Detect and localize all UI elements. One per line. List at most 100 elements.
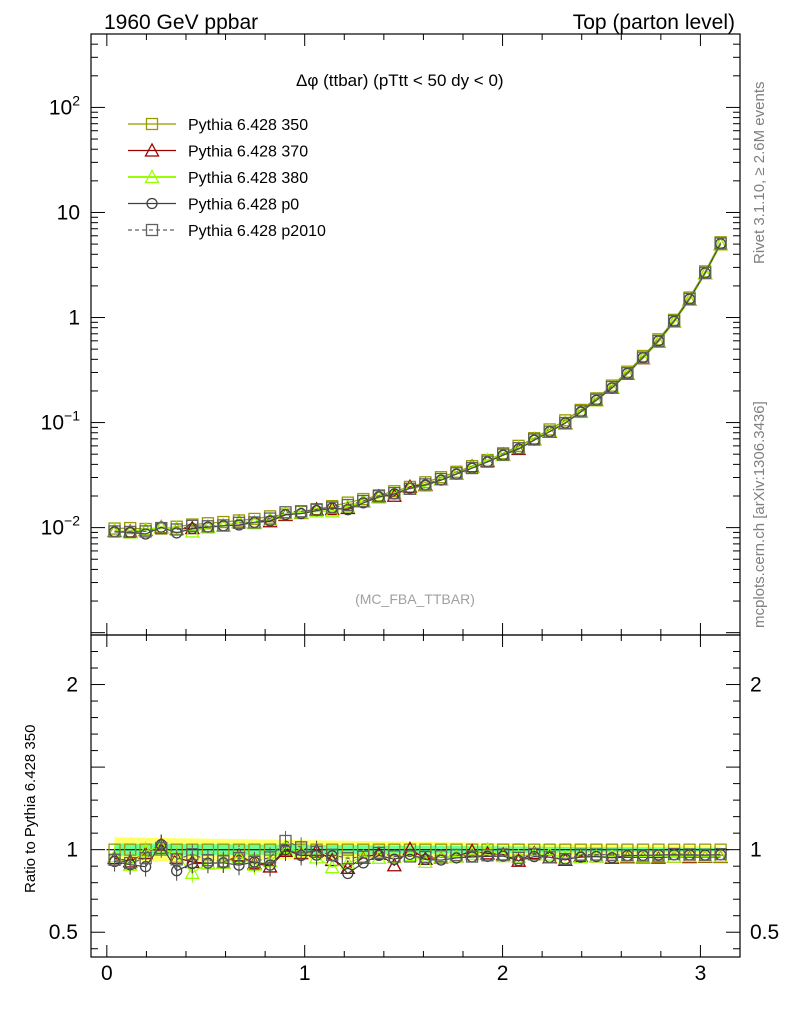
- ratio-point-pythia-6-428-p2010: [403, 850, 417, 863]
- legend-label-pythia-6-428-370: Pythia 6.428 370: [188, 144, 308, 161]
- x-tick-label: 1: [299, 962, 311, 985]
- point-pythia-6-428-p2010: [155, 521, 168, 535]
- axes-group: 0 1 2 3 102 10 1 10−1 10−2 2 2 1 1 0.5 0.5: [41, 33, 779, 985]
- ratio-y-tick-label-right: 2: [750, 674, 762, 697]
- point-pythia-6-428-p2010: [621, 367, 634, 380]
- series-line-pythia-6-428-380: [114, 243, 722, 534]
- point-pythia-6-428-p2010: [201, 520, 215, 533]
- point-pythia-6-428-370: [402, 478, 418, 493]
- x-tick-label: 3: [695, 962, 707, 985]
- plot-title: Δφ (ttbar) (pTtt < 50 dy < 0): [296, 71, 504, 90]
- ratio-series-group: [106, 830, 729, 883]
- ratio-point-pythia-6-428-p2010: [667, 847, 681, 861]
- point-pythia-6-428-p2010: [605, 380, 619, 394]
- ratio-point-pythia-6-428-370: [557, 852, 573, 867]
- series-line-pythia-6-428-350: [114, 242, 722, 530]
- main-series-group: [106, 236, 729, 540]
- point-pythia-6-428-p2010: [310, 503, 323, 516]
- legend-label-pythia-6-428-350: Pythia 6.428 350: [188, 117, 308, 134]
- ratio-point-pythia-6-428-p2010: [279, 834, 292, 848]
- ratio-point-pythia-6-428-p2010: [699, 848, 712, 861]
- ratio-point-pythia-6-428-p2010: [621, 848, 634, 862]
- ratio-point-pythia-6-428-p2010: [481, 849, 494, 862]
- ratio-point-pythia-6-428-p2010: [155, 841, 168, 855]
- legend: Pythia 6.428 350 Pythia 6.428 370 Pythia 6…: [128, 117, 326, 240]
- x-tick-label: 2: [497, 962, 509, 985]
- ratio-point-pythia-6-428-p2010: [341, 852, 354, 865]
- legend-label-pythia-6-428-p2010: Pythia 6.428 p2010: [188, 223, 326, 240]
- ratio-point-pythia-6-428-350: [559, 843, 572, 856]
- ratio-point-pythia-6-428-370: [386, 857, 402, 872]
- ratio-point-pythia-6-428-380: [650, 848, 667, 863]
- point-pythia-6-428-p2010: [403, 482, 417, 495]
- point-pythia-6-428-p2010: [543, 425, 556, 438]
- point-pythia-6-428-p2010: [683, 292, 696, 306]
- point-pythia-6-428-p2010: [652, 334, 665, 348]
- ratio-point-pythia-6-428-p2010: [683, 848, 696, 861]
- ratio-y-tick-label: 0.5: [49, 921, 78, 944]
- ratio-y-axis-label: Ratio to Pythia 6.428 350: [22, 725, 39, 893]
- ratio-point-pythia-6-428-p2010: [108, 853, 121, 866]
- ratio-point-pythia-6-428-p2010: [372, 846, 386, 860]
- ratio-point-pythia-6-428-p2010: [201, 854, 215, 867]
- point-pythia-6-428-p2010: [434, 472, 448, 486]
- point-pythia-6-428-p2010: [186, 519, 199, 532]
- ratio-point-pythia-6-428-p2010: [465, 850, 479, 863]
- point-pythia-6-428-380: [666, 313, 682, 328]
- ratio-point-pythia-6-428-p2010: [217, 855, 230, 868]
- ratio-point-pythia-6-428-p2010: [559, 852, 572, 866]
- point-pythia-6-428-p2010: [341, 498, 354, 512]
- legend-marker-pythia-6-428-380: [144, 169, 160, 184]
- ratio-point-pythia-6-428-p0: [342, 867, 354, 880]
- point-pythia-6-428-p2010: [450, 467, 463, 480]
- ratio-panel-frame: [90, 634, 741, 958]
- ratio-y-tick-label-right: 0.5: [750, 921, 779, 944]
- series-line-pythia-6-428-p0: [114, 243, 722, 535]
- ratio-point-pythia-6-428-p2010: [714, 847, 727, 861]
- point-pythia-6-428-p2010: [636, 351, 650, 364]
- ratio-point-pythia-6-428-380: [402, 847, 418, 862]
- legend-marker-pythia-6-428-350: [145, 117, 159, 131]
- point-pythia-6-428-p2010: [559, 416, 572, 430]
- series-line-pythia-6-428-370: [114, 244, 722, 533]
- ratio-point-pythia-6-428-380: [510, 848, 527, 863]
- point-pythia-6-428-p2010: [326, 501, 339, 514]
- ratio-point-pythia-6-428-380: [713, 848, 729, 863]
- point-pythia-6-428-380: [106, 522, 123, 537]
- point-pythia-6-428-380: [371, 489, 387, 504]
- point-pythia-6-428-370: [386, 487, 402, 502]
- header-energy: 1960 GeV ppbar: [104, 11, 258, 34]
- point-pythia-6-428-p2010: [170, 523, 183, 536]
- ratio-point-pythia-6-428-p2010: [528, 848, 541, 861]
- ratio-point-pythia-6-428-380: [184, 864, 200, 879]
- ratio-y-tick-label-right: 1: [750, 839, 762, 862]
- legend-marker-pythia-6-428-p2010: [145, 223, 159, 237]
- point-pythia-6-428-p2010: [699, 266, 712, 279]
- point-pythia-6-428-p2010: [294, 505, 308, 518]
- ratio-y-tick-label: 2: [66, 674, 78, 697]
- ratio-y-tick-label: 1: [66, 839, 78, 862]
- ratio-point-pythia-6-428-350: [543, 843, 556, 856]
- ratio-line-pythia-6-428-p2010: [114, 840, 721, 864]
- y-tick-label: 10−1: [41, 408, 81, 435]
- ratio-point-pythia-6-428-p2010: [419, 850, 432, 864]
- ratio-point-pythia-6-428-p2010: [310, 845, 323, 859]
- ratio-point-pythia-6-428-p2010: [170, 853, 183, 866]
- ratio-point-pythia-6-428-380: [324, 859, 340, 874]
- y-tick-label: 10−2: [41, 513, 81, 540]
- ratio-point-pythia-6-428-p2010: [512, 851, 525, 865]
- point-pythia-6-428-p2010: [388, 486, 401, 500]
- ratio-point-pythia-6-428-p2010: [326, 848, 339, 861]
- ratio-point-pythia-6-428-p2010: [186, 848, 199, 861]
- ratio-point-pythia-6-428-380: [666, 848, 682, 863]
- point-pythia-6-428-p2010: [714, 237, 727, 250]
- point-pythia-6-428-p2010: [108, 525, 121, 538]
- point-pythia-6-428-p2010: [667, 314, 681, 328]
- ratio-point-pythia-6-428-p2010: [450, 848, 463, 862]
- ratio-point-pythia-6-428-p2010: [124, 856, 137, 870]
- y-tick-label: 1: [68, 307, 80, 330]
- point-pythia-6-428-p2010: [279, 506, 292, 519]
- ratio-point-pythia-6-428-p2010: [388, 850, 401, 863]
- point-pythia-6-428-380: [169, 520, 185, 535]
- point-pythia-6-428-p2010: [232, 516, 246, 530]
